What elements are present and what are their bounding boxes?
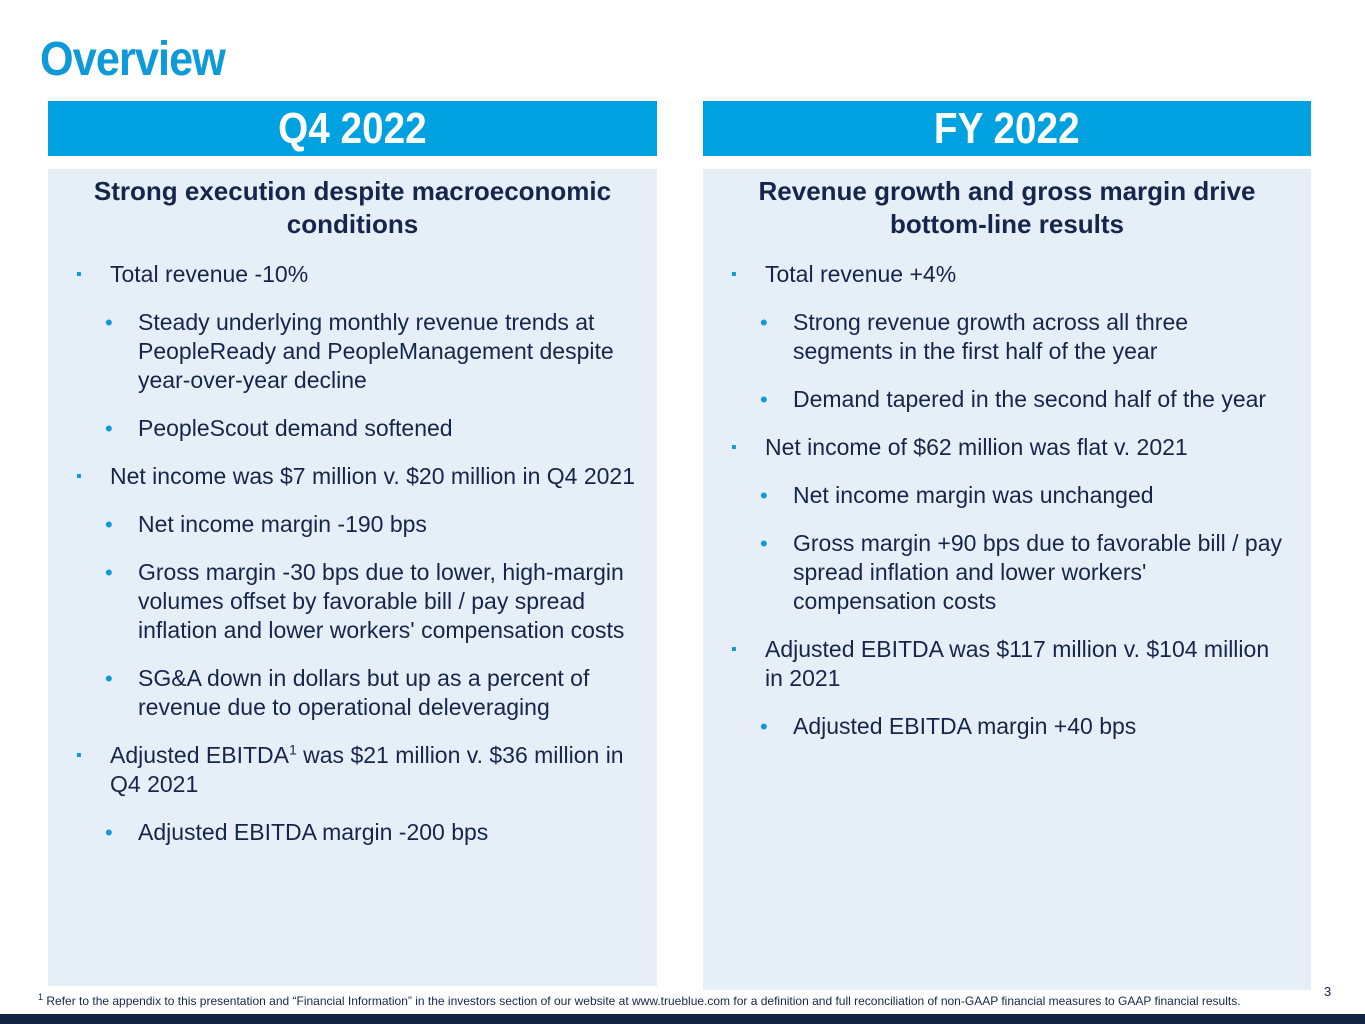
- round-bullet-icon: •: [760, 310, 768, 335]
- page-number: 3: [1324, 984, 1332, 999]
- adjusted-ebitda-label: Adjusted EBITDA: [110, 742, 289, 768]
- list-item-text: Total revenue +4%: [765, 261, 957, 287]
- list-item-text: SG&A down in dollars but up as a percent…: [138, 665, 590, 720]
- list-item: • Gross margin +90 bps due to favorable …: [723, 529, 1291, 616]
- list-item: • Gross margin -30 bps due to lower, hig…: [68, 558, 637, 645]
- round-bullet-icon: •: [105, 560, 113, 585]
- list-item-text: Adjusted EBITDA1 was $21 million v. $36 …: [110, 742, 624, 797]
- round-bullet-icon: •: [760, 714, 768, 739]
- list-item: ▪ Net income of $62 million was flat v. …: [723, 433, 1291, 462]
- page-title: Overview: [40, 33, 226, 86]
- list-item-text: Demand tapered in the second half of the…: [793, 386, 1267, 412]
- list-item: • Net income margin was unchanged: [723, 481, 1291, 510]
- square-bullet-icon: ▪: [731, 439, 737, 456]
- list-item: • PeopleScout demand softened: [68, 414, 637, 443]
- list-item: ▪ Net income was $7 million v. $20 milli…: [68, 462, 637, 491]
- round-bullet-icon: •: [105, 310, 113, 335]
- list-item-text: Adjusted EBITDA was $117 million v. $104…: [765, 636, 1270, 691]
- fy-column-header-label: FY 2022: [934, 104, 1080, 153]
- list-item-text: Net income margin was unchanged: [793, 482, 1154, 508]
- square-bullet-icon: ▪: [76, 266, 82, 283]
- footnote: 1 Refer to the appendix to this presenta…: [38, 992, 1241, 1009]
- square-bullet-icon: ▪: [731, 641, 737, 658]
- list-item: • Steady underlying monthly revenue tren…: [68, 308, 637, 395]
- list-item: ▪ Adjusted EBITDA1 was $21 million v. $3…: [68, 741, 637, 799]
- list-item-text: Gross margin -30 bps due to lower, high-…: [138, 559, 625, 643]
- q4-summary-panel: Strong execution despite macroeconomic c…: [48, 169, 657, 986]
- square-bullet-icon: ▪: [76, 468, 82, 485]
- list-item-text: Net income of $62 million was flat v. 20…: [765, 434, 1188, 460]
- list-item-text: Steady underlying monthly revenue trends…: [138, 309, 614, 393]
- footer-bar: [0, 1014, 1365, 1024]
- list-item-text: Net income was $7 million v. $20 million…: [110, 463, 635, 489]
- square-bullet-icon: ▪: [731, 266, 737, 283]
- list-item: ▪ Total revenue +4%: [723, 260, 1291, 289]
- list-item: • Adjusted EBITDA margin +40 bps: [723, 712, 1291, 741]
- list-item: • SG&A down in dollars but up as a perce…: [68, 664, 637, 722]
- list-item-text: Total revenue -10%: [110, 261, 309, 287]
- round-bullet-icon: •: [105, 666, 113, 691]
- q4-panel-heading: Strong execution despite macroeconomic c…: [93, 176, 612, 239]
- square-bullet-icon: ▪: [76, 747, 82, 764]
- list-item: • Demand tapered in the second half of t…: [723, 385, 1291, 414]
- fy-summary-panel: Revenue growth and gross margin drive bo…: [703, 169, 1311, 990]
- list-item-text: Gross margin +90 bps due to favorable bi…: [793, 530, 1283, 614]
- list-item: • Strong revenue growth across all three…: [723, 308, 1291, 366]
- list-item-text: Adjusted EBITDA margin -200 bps: [138, 819, 489, 845]
- footnote-reference: 1: [288, 741, 297, 758]
- list-item-text: Adjusted EBITDA margin +40 bps: [793, 713, 1137, 739]
- round-bullet-icon: •: [105, 820, 113, 845]
- footnote-text: Refer to the appendix to this presentati…: [43, 994, 1241, 1008]
- round-bullet-icon: •: [760, 531, 768, 556]
- list-item: ▪ Adjusted EBITDA was $117 million v. $1…: [723, 635, 1291, 693]
- list-item-text: Net income margin -190 bps: [138, 511, 427, 537]
- list-item-text: PeopleScout demand softened: [138, 415, 453, 441]
- list-item: • Net income margin -190 bps: [68, 510, 637, 539]
- q4-column-header-label: Q4 2022: [278, 104, 427, 153]
- q4-column-header: Q4 2022: [48, 101, 657, 156]
- adjusted-ebitda-text: was $21 million v. $36 million in Q4 202…: [110, 742, 624, 797]
- round-bullet-icon: •: [760, 387, 768, 412]
- round-bullet-icon: •: [105, 512, 113, 537]
- list-item: • Adjusted EBITDA margin -200 bps: [68, 818, 637, 847]
- list-item-text: Strong revenue growth across all three s…: [793, 309, 1189, 364]
- fy-column-header: FY 2022: [703, 101, 1311, 156]
- footnote-marker: 1: [38, 992, 44, 1002]
- fy-panel-heading: Revenue growth and gross margin drive bo…: [758, 176, 1256, 239]
- round-bullet-icon: •: [760, 483, 768, 508]
- list-item: ▪ Total revenue -10%: [68, 260, 637, 289]
- round-bullet-icon: •: [105, 416, 113, 441]
